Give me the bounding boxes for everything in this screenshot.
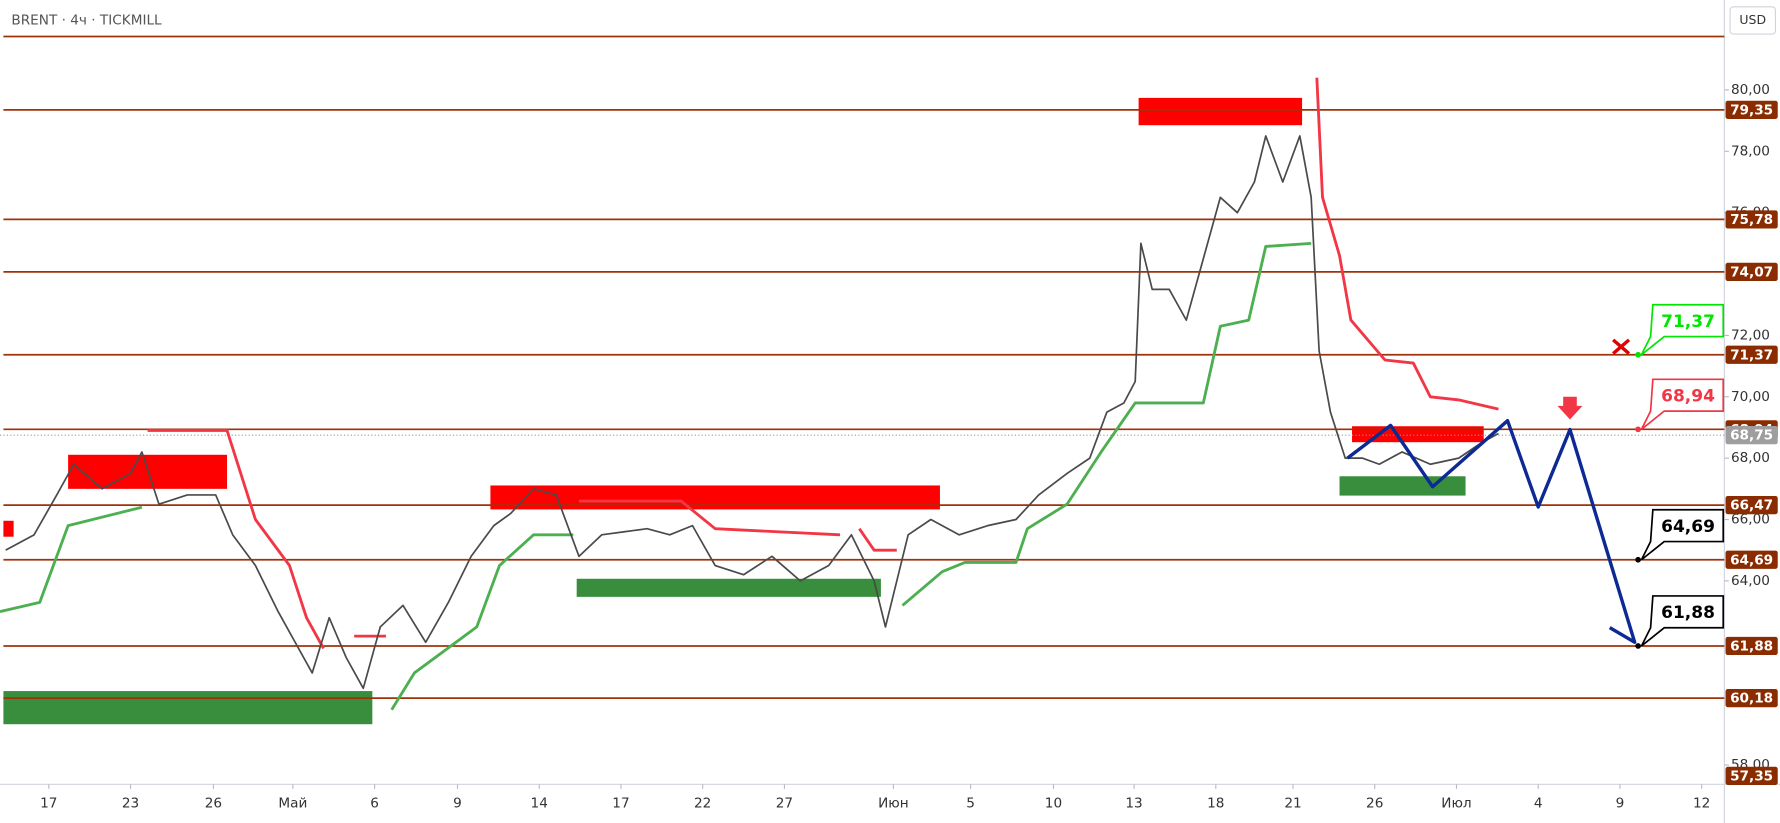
x-tick-label: 10 (1045, 796, 1062, 812)
callout-box (1640, 595, 1725, 647)
callout-dot (1635, 643, 1641, 649)
level-badge (1725, 636, 1778, 656)
callout-box (1640, 303, 1725, 356)
currency-label: USD (1739, 12, 1766, 27)
x-tick-label: 22 (694, 796, 711, 812)
level-badge-label: 75,78 (1730, 212, 1773, 228)
x-tick-label: Май (278, 796, 307, 812)
plot: 17 23 26 Май 6 9 14 17 22 27 Июн 5 10 13 18 21 26 Июл 4 9 12… (0, 35, 1778, 812)
zone (3, 520, 14, 537)
cross-marker (1612, 338, 1631, 355)
y-tick-label: 66,00 (1731, 512, 1770, 528)
level-badge-label: 64,69 (1730, 552, 1773, 568)
zone (576, 578, 881, 597)
callout-dot (1635, 351, 1641, 358)
x-tick-label: 9 (453, 796, 462, 812)
x-tick-label: 14 (531, 796, 548, 812)
level-badge-label: 79,35 (1730, 102, 1773, 118)
zone (1339, 476, 1466, 496)
x-tick-label: 23 (122, 796, 139, 812)
trend-up-line (0, 241, 1312, 711)
y-tick-label: 78,00 (1731, 143, 1770, 159)
callout-label: 71,37 (1661, 312, 1715, 332)
level-badge (1725, 210, 1778, 229)
callout-box (1640, 378, 1725, 430)
zone (3, 691, 373, 725)
level-badge (1725, 766, 1778, 785)
callout-dot (1635, 426, 1641, 433)
level-badge (1725, 100, 1778, 119)
x-tick-label: Июн (878, 796, 909, 812)
callout-label: 68,94 (1661, 386, 1715, 406)
down-arrow-marker (1557, 396, 1583, 420)
trend-down-line (147, 77, 1499, 650)
y-tick-label: 72,00 (1731, 327, 1770, 343)
level-badge-label: 66,47 (1730, 498, 1773, 514)
zone (1138, 97, 1303, 126)
callout-box (1640, 508, 1725, 561)
forecast-path (1346, 419, 1637, 644)
level-badge (1725, 689, 1778, 708)
price-line (5, 135, 1499, 690)
level-badge-label: 60,18 (1730, 691, 1773, 707)
x-tick-label: 21 (1284, 796, 1301, 812)
callout-label: 61,88 (1661, 603, 1715, 623)
level-badge (1725, 496, 1778, 515)
level-badge (1725, 550, 1778, 569)
level-badge-label: 57,35 (1730, 768, 1773, 784)
x-tick-label: 12 (1693, 796, 1710, 812)
x-tick-label: 4 (1534, 796, 1543, 812)
x-tick-label: 26 (1366, 796, 1383, 812)
callout-dot (1635, 556, 1641, 563)
chart-title: BRENT · 4ч · TICKMILL (11, 12, 162, 28)
current-price-label: 68,75 (1730, 428, 1773, 444)
x-tick-label: 17 (612, 796, 629, 812)
y-tick-label: 70,00 (1731, 389, 1770, 405)
level-badge-label: 71,37 (1730, 347, 1773, 363)
level-badge (1725, 262, 1778, 281)
zone (490, 485, 940, 510)
x-tick-label: 27 (776, 796, 793, 812)
level-badge (1725, 345, 1778, 364)
x-tick-label: 17 (40, 796, 57, 812)
callout-label: 64,69 (1661, 517, 1715, 537)
x-tick-label: 6 (370, 796, 379, 812)
y-tick-label: 68,00 (1731, 450, 1770, 466)
x-tick-label: 9 (1616, 796, 1625, 812)
currency-box[interactable] (1729, 6, 1777, 35)
x-tick-label: Июл (1441, 796, 1471, 812)
x-tick-label: 13 (1125, 796, 1142, 812)
y-tick-label: 80,00 (1731, 82, 1770, 98)
y-tick-label: 64,00 (1731, 573, 1770, 589)
x-tick-label: 26 (205, 796, 222, 812)
x-tick-label: 5 (966, 796, 975, 812)
level-badge-label: 61,88 (1730, 639, 1773, 655)
x-tick-label: 18 (1207, 796, 1224, 812)
level-badge-label: 74,07 (1730, 264, 1773, 280)
current-price-badge (1725, 426, 1778, 445)
